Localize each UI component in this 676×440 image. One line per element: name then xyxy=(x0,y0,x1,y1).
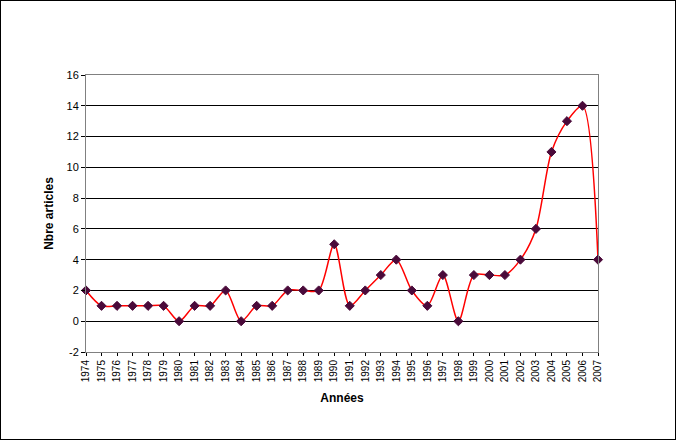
svg-text:2002: 2002 xyxy=(515,360,526,383)
svg-text:2: 2 xyxy=(73,284,79,296)
svg-text:1985: 1985 xyxy=(251,360,262,383)
svg-text:1994: 1994 xyxy=(391,360,402,383)
svg-text:6: 6 xyxy=(73,223,79,235)
svg-text:1991: 1991 xyxy=(344,360,355,383)
svg-text:2006: 2006 xyxy=(577,360,588,383)
svg-text:14: 14 xyxy=(67,100,79,112)
svg-text:1995: 1995 xyxy=(406,360,417,383)
svg-text:1979: 1979 xyxy=(158,360,169,383)
svg-text:1978: 1978 xyxy=(142,360,153,383)
svg-text:1975: 1975 xyxy=(96,360,107,383)
svg-text:1993: 1993 xyxy=(375,360,386,383)
svg-text:0: 0 xyxy=(73,315,79,327)
svg-text:16: 16 xyxy=(67,69,79,81)
svg-text:2003: 2003 xyxy=(530,360,541,383)
svg-text:1987: 1987 xyxy=(282,360,293,383)
svg-text:10: 10 xyxy=(67,161,79,173)
svg-text:1984: 1984 xyxy=(235,360,246,383)
svg-text:1983: 1983 xyxy=(220,360,231,383)
svg-text:2005: 2005 xyxy=(561,360,572,383)
svg-text:1999: 1999 xyxy=(468,360,479,383)
svg-text:1996: 1996 xyxy=(422,360,433,383)
svg-text:-2: -2 xyxy=(69,346,79,358)
svg-text:Années: Années xyxy=(320,391,364,405)
svg-text:1989: 1989 xyxy=(313,360,324,383)
svg-text:Nbre articles: Nbre articles xyxy=(42,177,56,250)
svg-text:1977: 1977 xyxy=(127,360,138,383)
svg-text:1976: 1976 xyxy=(111,360,122,383)
svg-text:1986: 1986 xyxy=(266,360,277,383)
svg-text:1981: 1981 xyxy=(189,360,200,383)
svg-text:1990: 1990 xyxy=(328,360,339,383)
svg-text:1974: 1974 xyxy=(80,360,91,383)
svg-text:1992: 1992 xyxy=(360,360,371,383)
svg-text:1988: 1988 xyxy=(297,360,308,383)
svg-text:12: 12 xyxy=(67,130,79,142)
svg-text:2007: 2007 xyxy=(592,360,603,383)
svg-text:1997: 1997 xyxy=(437,360,448,383)
svg-text:2004: 2004 xyxy=(546,360,557,383)
svg-text:8: 8 xyxy=(73,192,79,204)
svg-text:4: 4 xyxy=(73,254,79,266)
svg-text:2000: 2000 xyxy=(484,360,495,383)
svg-text:2001: 2001 xyxy=(499,360,510,383)
svg-text:1980: 1980 xyxy=(173,360,184,383)
svg-text:1998: 1998 xyxy=(453,360,464,383)
svg-text:1982: 1982 xyxy=(204,360,215,383)
